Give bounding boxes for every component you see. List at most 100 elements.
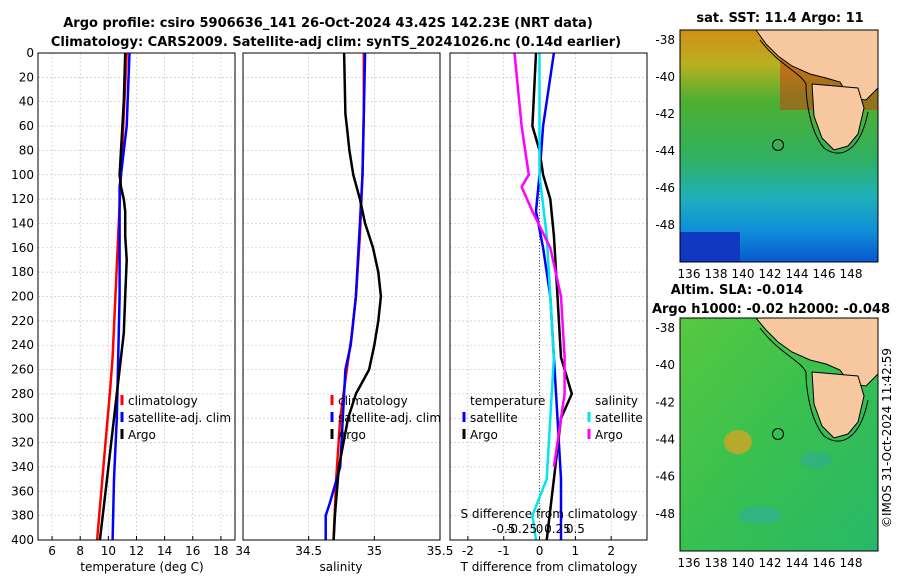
map-x-tick-label: 142 [759,556,782,570]
sla-y-tick-labels: -38 -40 -42 -44 -46 -48 [655,321,675,521]
legend: temperature satellite Argo salinity sate… [462,394,643,442]
sst-map: sat. SST: 11.4 Argo: 11 136 138 140 142 144 1… [655,11,879,281]
y-tick-labels: 0 20 40 60 80 100 120 140 160 180 200 220 240 260 280 3… [11,46,42,547]
sla-low-patch-2 [800,452,832,468]
y-tick-label: 40 [19,95,34,109]
sla-warm-patch [724,430,752,454]
map-x-tick-label: 140 [732,267,755,281]
salinity-panel: 34 34.5 35 35.5 salinity climatology satell… [235,52,453,574]
secondary-tick-label: -0.5 [492,522,515,536]
series-salinity-satellite [531,53,556,541]
map-x-tick-label: 138 [705,267,728,281]
x-tick-label: 35 [367,544,382,558]
sst-y-tick-labels: -38 -40 -42 -44 -46 -48 [655,33,675,232]
legend-sal-argo: Argo [595,428,623,442]
map-x-tick-label: 146 [813,267,836,281]
header-line-2: Climatology: CARS2009. Satellite-adj cli… [51,35,621,50]
sla-map: Altim. SLA: -0.014 Argo h1000: -0.02 h20… [652,283,890,570]
map-y-tick-label: -40 [655,70,675,84]
y-tick-label: 80 [19,143,34,157]
map-y-tick-label: -46 [655,470,675,484]
sst-bathymetry-contour [759,39,869,154]
x-tick-label: 18 [213,544,228,558]
y-tick-label: 200 [11,290,34,304]
temperature-panel: 0 20 40 60 80 100 120 140 160 180 200 220 240 260 280 3… [11,46,236,574]
imos-watermark: ©IMOS 31-Oct-2024 11:42:59 [880,348,894,528]
x-tick-labels: -2 -1 0 1 2 [462,544,615,558]
sla-argo-marker [772,428,784,440]
grid [38,52,235,541]
s-difference-label: S difference from climatology [461,507,638,521]
series-argo [98,52,128,541]
sla-map-title-1: Altim. SLA: -0.014 [671,283,803,298]
map-x-tick-label: 138 [705,556,728,570]
x-tick-labels: 34 34.5 35 35.5 [235,544,453,558]
y-tick-label: 120 [11,192,34,206]
secondary-tick-label: 0.25 [544,522,571,536]
axes-frame [37,52,236,541]
sst-deep-blue-patch [680,232,740,262]
map-y-tick-label: -46 [655,181,675,195]
x-tick-label: -1 [498,544,510,558]
legend-salinity-heading: salinity [595,394,638,408]
y-tick-label: 140 [11,216,34,230]
y-tick-label: 380 [11,509,34,523]
series-temperature-satellite [534,52,563,540]
sst-map-title: sat. SST: 11.4 Argo: 11 [696,11,863,26]
y-tick-label: 360 [11,484,34,498]
map-x-tick-label: 146 [813,556,836,570]
legend-temp-satellite: satellite [470,411,518,425]
x-tick-label: 34 [235,544,250,558]
sla-tasmania-land [811,371,865,439]
secondary-tick-label: 0.5 [566,522,585,536]
difference-xlabel: T difference from climatology [460,560,638,574]
legend-satellite: satellite-adj. clim [338,411,441,425]
x-tick-label: 12 [129,544,144,558]
sla-map-frame [679,317,879,552]
axes-frame [242,52,441,541]
y-tick-label: 220 [11,314,34,328]
legend: climatology satellite-adj. clim Argo [120,394,231,442]
map-y-tick-label: -38 [655,321,675,335]
y-tick-label: 100 [11,168,34,182]
y-tick-label: 280 [11,387,34,401]
x-tick-label: 16 [185,544,200,558]
x-tick-label: 1 [572,544,580,558]
sst-map-frame [679,29,879,263]
sst-tasmania-land [811,83,865,151]
series-salinity-argo [513,52,566,468]
map-x-tick-label: 144 [786,267,809,281]
legend-sal-satellite: satellite [595,411,643,425]
legend-temp-argo: Argo [470,428,498,442]
x-tick-labels: 6 8 10 12 14 16 18 [48,544,228,558]
y-tick-label: 340 [11,460,34,474]
legend-satellite: satellite-adj. clim [128,411,231,425]
map-y-tick-label: -44 [655,144,675,158]
x-tick-label: 35.5 [427,544,454,558]
map-y-tick-label: -44 [655,433,675,447]
grid [242,52,441,541]
series-satellite-adj-clim [111,52,131,541]
legend-temperature-heading: temperature [470,394,545,408]
y-tick-label: 160 [11,241,34,255]
difference-panel: -2 -1 0 1 2 -0.5-0.250 0.250.5 S difference f… [449,52,648,574]
y-tick-label: 60 [19,119,34,133]
map-x-tick-label: 136 [678,267,701,281]
header-line-1: Argo profile: csiro 5906636_141 26-Oct-2… [63,16,593,31]
sst-argo-marker [772,139,784,151]
legend: climatology satellite-adj. clim Argo [330,394,441,442]
y-tick-label: 240 [11,338,34,352]
x-tick-label: 34.5 [295,544,322,558]
map-x-tick-label: 142 [759,267,782,281]
series-argo [332,52,383,541]
y-tick-label: 300 [11,411,34,425]
x-tick-label: 6 [48,544,56,558]
secondary-tick-label: -0.25 [506,522,537,536]
y-tick-label: 0 [26,46,34,60]
map-x-tick-label: 148 [840,267,863,281]
legend-argo: Argo [128,428,156,442]
legend-climatology: climatology [338,394,408,408]
grid [450,52,647,541]
map-x-tick-label: 140 [732,556,755,570]
x-tick-label: 14 [157,544,172,558]
